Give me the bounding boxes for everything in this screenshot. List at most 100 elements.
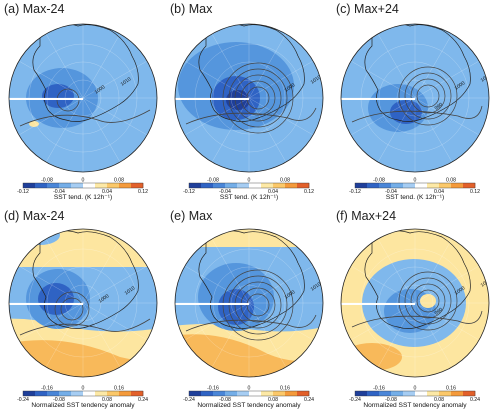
isobar-label: 990 — [434, 102, 444, 112]
colorbar-segment — [213, 183, 226, 188]
colorbar-frame — [22, 182, 144, 189]
colorbar-tick-label: -0.08 — [385, 397, 397, 403]
colorbar-segment — [107, 183, 120, 188]
panel-e: (e) Max 1000 1010 -0.16 0 0.16 -0.24 -0.08 0.08… — [166, 207, 332, 414]
colorbar-segment — [249, 391, 262, 396]
isobar-label: 1000 — [94, 84, 107, 95]
colorbar-tick-label: -0.12 — [17, 189, 29, 195]
panel-a: (a) Max-24 1000 1010 -0.08 0 0.08 -0.12 -0.04 0… — [0, 0, 166, 207]
colorbar-tick-label: 0.24 — [138, 397, 148, 403]
panel-title: (c) Max+24 — [336, 2, 399, 16]
colorbar-segment — [47, 391, 60, 396]
colorbar-segment — [273, 183, 286, 188]
isobar — [404, 72, 452, 120]
isobar — [404, 277, 452, 325]
colorbar-segment — [367, 391, 380, 396]
isobar — [19, 109, 151, 127]
dateline-strip — [9, 98, 83, 100]
colorbar-segment — [261, 391, 274, 396]
colorbar-segment — [23, 391, 36, 396]
panel-b: (b) Max 1000 1010 -0.08 0 0.08 -0.12 -0.04 0.04… — [166, 0, 332, 207]
dateline-strip — [341, 303, 415, 305]
colorbar-tick-label: -0.12 — [183, 189, 195, 195]
isobar-label: 1010 — [310, 74, 323, 85]
colorbar-tick-label: 0 — [248, 178, 251, 184]
colorbar-tick-label: 0.12 — [304, 189, 314, 195]
colorbar-tick-label: 0.08 — [268, 397, 278, 403]
coastline — [198, 230, 305, 329]
map-field: 1000 1010 — [9, 24, 157, 172]
colorbar-tick-label: 0.24 — [470, 397, 480, 403]
colorbar-segment — [201, 391, 214, 396]
colorbar-segment — [71, 391, 84, 396]
colorbar-tick-label: -0.12 — [349, 189, 361, 195]
colorbar-label: SST tend. (K 12h⁻¹) — [219, 194, 279, 201]
colorbar-tick-label: 0.04 — [268, 189, 278, 195]
centre-warm-patch — [420, 294, 436, 308]
map-boundary — [8, 228, 158, 378]
colorbar-tick-label: -0.16 — [41, 386, 53, 392]
colorbar-segment — [297, 183, 310, 188]
colorbar-segment — [47, 183, 60, 188]
colorbar-segment — [297, 391, 310, 396]
coastline — [364, 230, 471, 329]
map-boundary — [174, 23, 324, 173]
colorbar-tick-label: -0.08 — [373, 178, 385, 184]
colorbar-frame — [188, 182, 310, 189]
panel-title: (a) Max-24 — [4, 2, 65, 16]
colorbar-segment — [391, 391, 404, 396]
colorbar-segment — [427, 391, 440, 396]
colorbar-frame — [354, 182, 476, 189]
colorbar-segment — [379, 183, 392, 188]
warm-region — [9, 340, 157, 377]
colorbar-segment — [451, 183, 464, 188]
isobar — [410, 78, 446, 114]
colorbar-tick-label: -0.08 — [53, 397, 65, 403]
polar-map: 1000 1010 -0.16 0 0.16 -0.24 -0.08 0.08 0.24 — [174, 228, 324, 403]
panel-f: (f) Max+24 1000 1010 990 -0.16 0 0.16 -0.24 -0.… — [332, 207, 498, 414]
panel-title: (b) Max — [170, 2, 213, 16]
colorbar-segment — [131, 183, 144, 188]
colorbar-tick-label: 0.08 — [446, 178, 456, 184]
isobar — [410, 283, 446, 319]
colorbar-segment — [95, 391, 108, 396]
isobar — [60, 297, 84, 321]
strong-cool-region — [38, 283, 74, 315]
colorbar-tick-label: 0.12 — [138, 189, 148, 195]
colorbar-segment — [83, 391, 96, 396]
colorbar-segment — [403, 391, 416, 396]
colorbar-segment — [403, 183, 416, 188]
coastline — [364, 24, 471, 122]
colorbar-tick-label: -0.08 — [219, 397, 231, 403]
dateline-strip — [341, 98, 415, 100]
colorbar-segment — [285, 183, 298, 188]
colorbar-frame — [188, 390, 310, 397]
map-field: 1000 1010 — [9, 229, 157, 377]
warm-region — [175, 334, 323, 377]
polar-map: 1000 1010 990 -0.16 0 0.16 -0.24 -0.08 0.08 0.24 — [340, 228, 493, 403]
colorbar-segment — [119, 391, 132, 396]
colorbar-tick-label: 0 — [414, 386, 417, 392]
colorbar-tick-label: -0.08 — [207, 178, 219, 184]
map-boundary — [174, 228, 324, 378]
colorbar-segment — [83, 183, 96, 188]
isobar-label: 1000 — [454, 285, 467, 296]
isobar-label: 1010 — [310, 281, 323, 292]
isobar — [416, 84, 440, 108]
colorbar-segment — [415, 183, 428, 188]
colorbar-tick-label: 0.16 — [446, 386, 456, 392]
colorbar-segment — [59, 183, 72, 188]
colorbar-segment — [463, 183, 476, 188]
colorbar-label: Normalized SST tendency anomaly — [31, 402, 135, 409]
isobar-label: 1000 — [284, 82, 297, 93]
colorbar-tick-label: 0 — [82, 178, 85, 184]
colorbar-frame — [354, 390, 476, 397]
colorbar-label: Normalized SST tendency anomaly — [363, 402, 467, 409]
isobar-label: 1010 — [480, 72, 493, 83]
colorbar-tick-label: 0 — [82, 386, 85, 392]
dateline-strip — [175, 98, 249, 100]
isobar-label: 1010 — [480, 277, 493, 288]
colorbar-segment — [225, 391, 238, 396]
isobar — [351, 105, 483, 123]
coastline — [32, 230, 139, 329]
